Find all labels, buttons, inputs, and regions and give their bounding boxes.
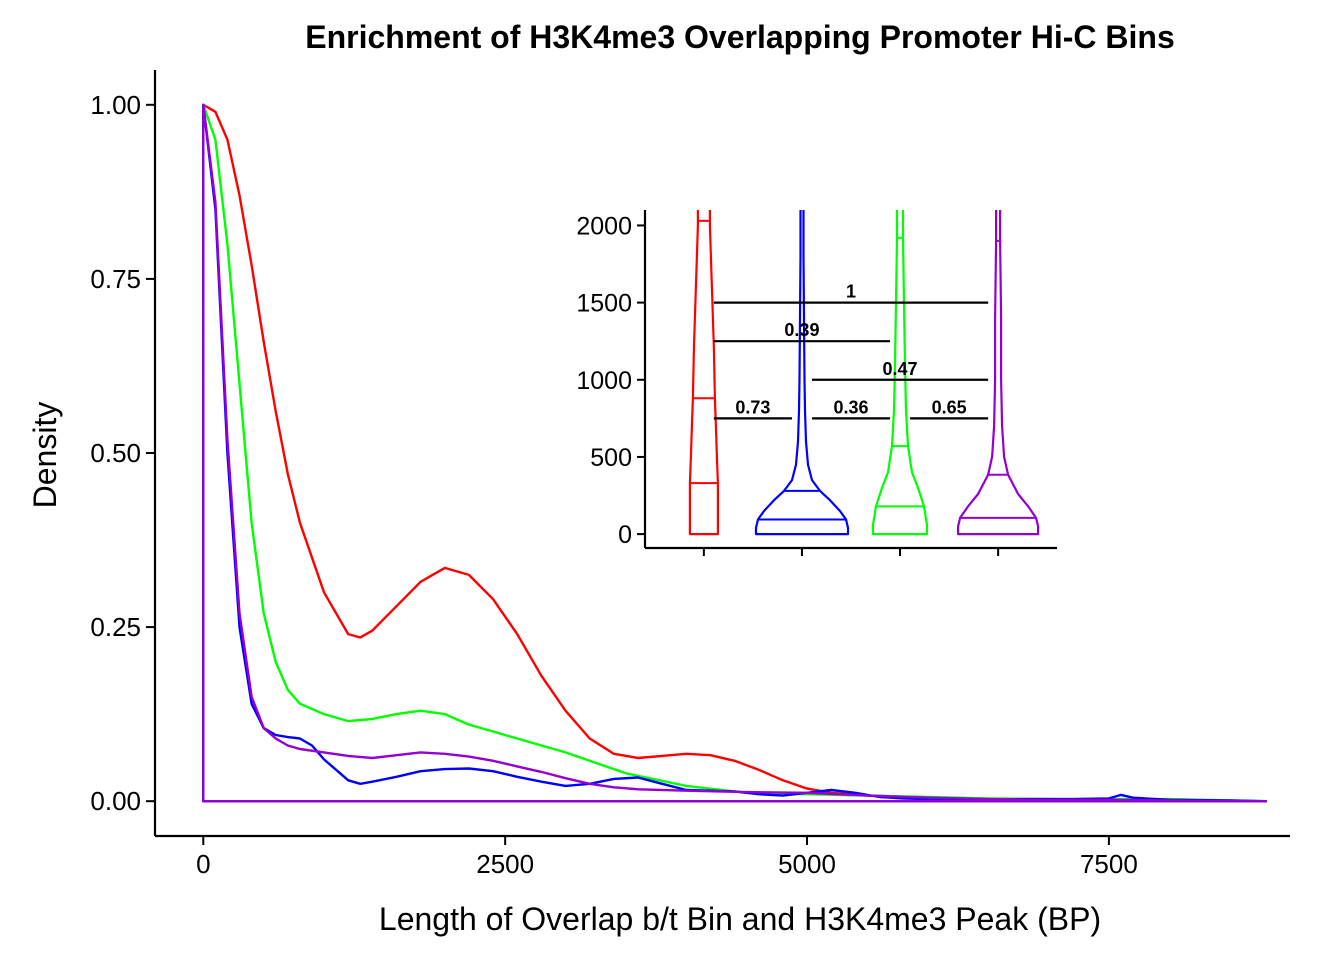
comparison-pvalue: 0.47 — [883, 359, 918, 379]
inset-violins — [688, 210, 1040, 536]
density-series — [202, 103, 1268, 803]
chart-title: Enrichment of H3K4me3 Overlapping Promot… — [305, 19, 1175, 55]
y-tick-label: 1.00 — [90, 90, 141, 120]
x-tick-label: 0 — [196, 849, 210, 879]
main-axes: 0.000.250.500.751.000 2500 5000 7500 — [90, 70, 1290, 879]
comparison-pvalue: 0.65 — [932, 397, 967, 417]
inset-y-tick-label: 1500 — [576, 290, 632, 318]
x-tick-label: 2500 — [476, 849, 534, 879]
y-axis-label: Density — [27, 402, 63, 509]
comparison-pvalue: 0.36 — [833, 397, 868, 417]
comparison-pvalue: 1 — [846, 282, 856, 302]
x-tick-label: 5000 — [778, 849, 836, 879]
violin-2 — [754, 210, 850, 536]
inset-y-tick-label: 500 — [590, 444, 632, 472]
comparison-pvalue: 0.73 — [735, 397, 770, 417]
y-tick-label: 0.75 — [90, 264, 141, 294]
inset-comparisons: 0.73 0.36 0.65 0.47 0.39 1 — [713, 282, 989, 420]
x-tick-label: 7500 — [1080, 849, 1138, 879]
comparison-pvalue: 0.39 — [784, 320, 819, 340]
inset-y-tick-label: 1000 — [576, 367, 632, 395]
y-tick-label: 0.00 — [90, 786, 141, 816]
violin-1 — [688, 210, 719, 536]
inset-violin-chart: 0 500 1000 1500 2000 0.73 0.36 0.65 0.47 0.39 1 — [576, 200, 1065, 556]
inset-y-tick-label: 0 — [618, 521, 632, 549]
y-tick-label: 0.50 — [90, 438, 141, 468]
inset-axes: 0 500 1000 1500 2000 — [576, 210, 1057, 556]
density-line-4 — [202, 103, 1268, 803]
y-tick-label: 0.25 — [90, 612, 141, 642]
x-axis-label: Length of Overlap b/t Bin and H3K4me3 Pe… — [379, 901, 1101, 937]
violin-3 — [871, 210, 929, 536]
inset-y-tick-label: 2000 — [576, 212, 632, 240]
